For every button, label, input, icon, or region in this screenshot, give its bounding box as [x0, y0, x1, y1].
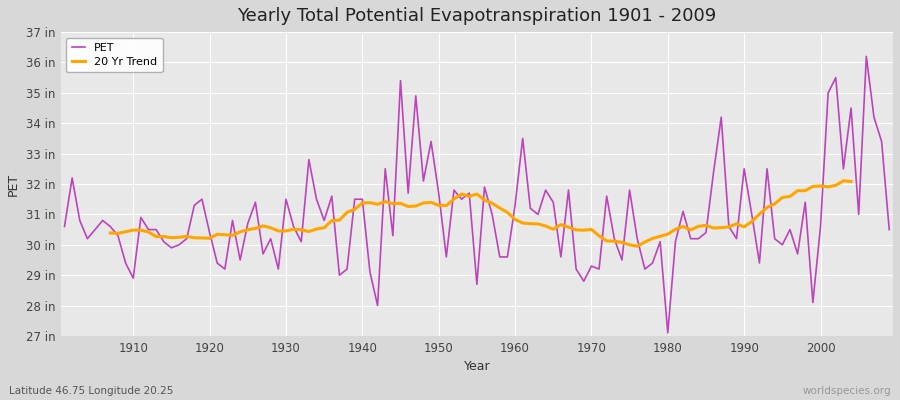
Text: Latitude 46.75 Longitude 20.25: Latitude 46.75 Longitude 20.25: [9, 386, 174, 396]
20 Yr Trend: [150, 234, 161, 239]
PET: [121, 261, 131, 266]
PET: [861, 54, 872, 59]
20 Yr Trend: [846, 179, 857, 184]
Text: worldspecies.org: worldspecies.org: [803, 386, 891, 396]
20 Yr Trend: [678, 224, 688, 229]
PET: [334, 273, 345, 278]
PET: [662, 330, 673, 335]
20 Yr Trend: [518, 221, 528, 226]
PET: [59, 224, 70, 229]
20 Yr Trend: [166, 235, 176, 240]
PET: [288, 224, 299, 229]
Line: 20 Yr Trend: 20 Yr Trend: [111, 181, 851, 246]
20 Yr Trend: [105, 231, 116, 236]
20 Yr Trend: [571, 228, 581, 232]
20 Yr Trend: [632, 244, 643, 249]
PET: [509, 203, 520, 208]
PET: [502, 254, 513, 259]
20 Yr Trend: [456, 192, 467, 196]
Line: PET: PET: [65, 56, 889, 333]
PET: [884, 227, 895, 232]
Title: Yearly Total Potential Evapotranspiration 1901 - 2009: Yearly Total Potential Evapotranspiratio…: [238, 7, 716, 25]
PET: [601, 194, 612, 198]
X-axis label: Year: Year: [464, 360, 490, 373]
Y-axis label: PET: PET: [7, 172, 20, 196]
20 Yr Trend: [838, 178, 849, 183]
Legend: PET, 20 Yr Trend: PET, 20 Yr Trend: [67, 38, 163, 72]
